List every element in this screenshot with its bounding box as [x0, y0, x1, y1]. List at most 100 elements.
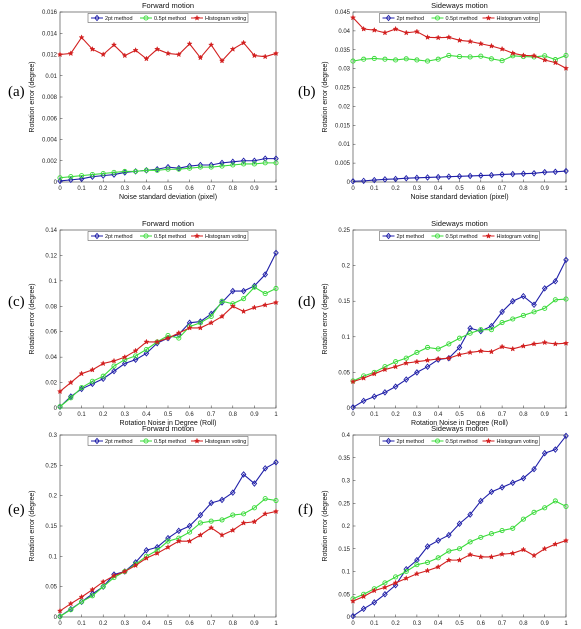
x-tick-label: 0.6	[477, 412, 486, 418]
data-point	[273, 285, 279, 292]
data-point	[478, 534, 484, 540]
y-tick-label: 0.25	[338, 501, 350, 507]
x-tick-label: 0.9	[250, 621, 259, 627]
data-point	[262, 465, 268, 472]
data-point	[78, 385, 85, 393]
y-axis-label: Rotation error (degree)	[322, 490, 329, 561]
legend-box	[379, 436, 540, 446]
series-star	[56, 299, 280, 395]
x-tick-label: 0.5	[164, 621, 173, 627]
data-point	[435, 555, 441, 561]
legend: 2pt method 0.5pt method Histogram voting	[87, 13, 249, 23]
data-point	[563, 52, 569, 58]
x-tick-label: 0.6	[185, 412, 194, 418]
legend-marker	[434, 438, 441, 444]
data-point	[445, 556, 452, 563]
data-point	[273, 497, 279, 504]
x-tick-label: 0.4	[142, 412, 151, 418]
data-point	[424, 174, 431, 181]
data-point	[100, 170, 106, 177]
x-tick-label: 0.6	[477, 186, 486, 192]
x-tick-label: 0.5	[455, 621, 464, 627]
data-point	[143, 350, 150, 357]
data-point	[57, 177, 63, 185]
data-point	[446, 173, 452, 181]
data-point	[456, 173, 463, 180]
data-point	[208, 518, 214, 524]
x-tick-label: 0.7	[498, 412, 507, 418]
data-point	[403, 56, 409, 62]
y-tick-label: 0.1	[49, 279, 58, 285]
data-point	[197, 324, 204, 331]
x-tick-label: 0.8	[229, 186, 238, 192]
legend-entry: Histogram voting	[205, 439, 246, 445]
data-point	[251, 480, 258, 487]
data-point	[208, 499, 214, 507]
y-axis-label: Rotation error (degree)	[29, 61, 36, 132]
data-point	[218, 57, 226, 64]
data-point	[230, 158, 236, 166]
data-point	[143, 554, 150, 561]
data-point	[230, 287, 236, 295]
data-point	[111, 169, 117, 175]
data-point	[187, 165, 193, 171]
x-tick-label: 0.1	[77, 186, 86, 192]
legend: 2pt method 0.5pt method Histogram voting	[379, 231, 540, 241]
data-point	[456, 556, 463, 563]
x-tick-label: 0.2	[99, 186, 108, 192]
data-point	[349, 597, 357, 604]
data-point	[530, 52, 538, 59]
data-point	[164, 543, 172, 550]
data-point	[403, 174, 410, 182]
chart-svg: (a) Forward motion 0 0.1 0.2 0.3 0.4 0.5 0.6 0.7 0…	[8, 1, 280, 201]
data-point	[133, 168, 139, 174]
data-point	[446, 341, 452, 347]
data-point	[467, 551, 474, 558]
y-tick-label: 0.05	[45, 585, 57, 591]
legend-marker	[485, 232, 492, 239]
data-point	[520, 170, 527, 177]
x-tick-label: 0.2	[391, 621, 400, 627]
data-point	[552, 59, 559, 66]
chart-panel: (e) Forward motion 0 0.1 0.2 0.3 0.4 0.5 0.6 0.7 0…	[0, 420, 290, 629]
legend-marker	[94, 232, 100, 240]
chart-svg: (d) Sideways motion 0 0.1 0.2 0.3 0.4 0.5 0.6 0.7…	[298, 219, 570, 427]
y-tick-label: 0.008	[42, 95, 58, 101]
series-circle	[57, 496, 279, 619]
data-point	[219, 159, 225, 167]
x-tick-label: 0	[351, 412, 355, 418]
data-point	[100, 578, 107, 585]
data-point	[78, 370, 85, 377]
data-point	[371, 587, 378, 594]
data-point	[435, 355, 442, 362]
x-tick-label: 0.4	[142, 186, 151, 192]
legend-marker	[143, 233, 149, 239]
data-point	[89, 590, 96, 598]
data-point	[251, 518, 258, 525]
legend-marker	[193, 14, 201, 21]
data-point	[541, 339, 548, 346]
data-point	[477, 347, 484, 354]
x-tick-label: 0.3	[413, 412, 422, 418]
data-point	[424, 344, 431, 351]
x-tick-label: 0.8	[519, 186, 528, 192]
data-point	[89, 593, 95, 599]
data-point	[531, 465, 537, 473]
x-tick-label: 0.1	[370, 412, 379, 418]
data-point	[68, 607, 74, 613]
data-point	[456, 54, 463, 60]
data-point	[197, 164, 203, 170]
data-point	[229, 526, 236, 533]
x-tick-label: 0.2	[391, 186, 400, 192]
data-point	[67, 50, 74, 57]
y-tick-label: 0.015	[335, 123, 351, 129]
x-tick-label: 0.5	[455, 186, 464, 192]
data-point	[143, 546, 150, 554]
data-point	[218, 313, 226, 320]
data-point	[360, 593, 367, 600]
data-point	[349, 378, 357, 385]
y-axis-label: Rotation error (degree)	[29, 283, 36, 354]
data-point	[176, 527, 182, 535]
data-point	[488, 531, 494, 537]
data-point	[531, 309, 537, 315]
